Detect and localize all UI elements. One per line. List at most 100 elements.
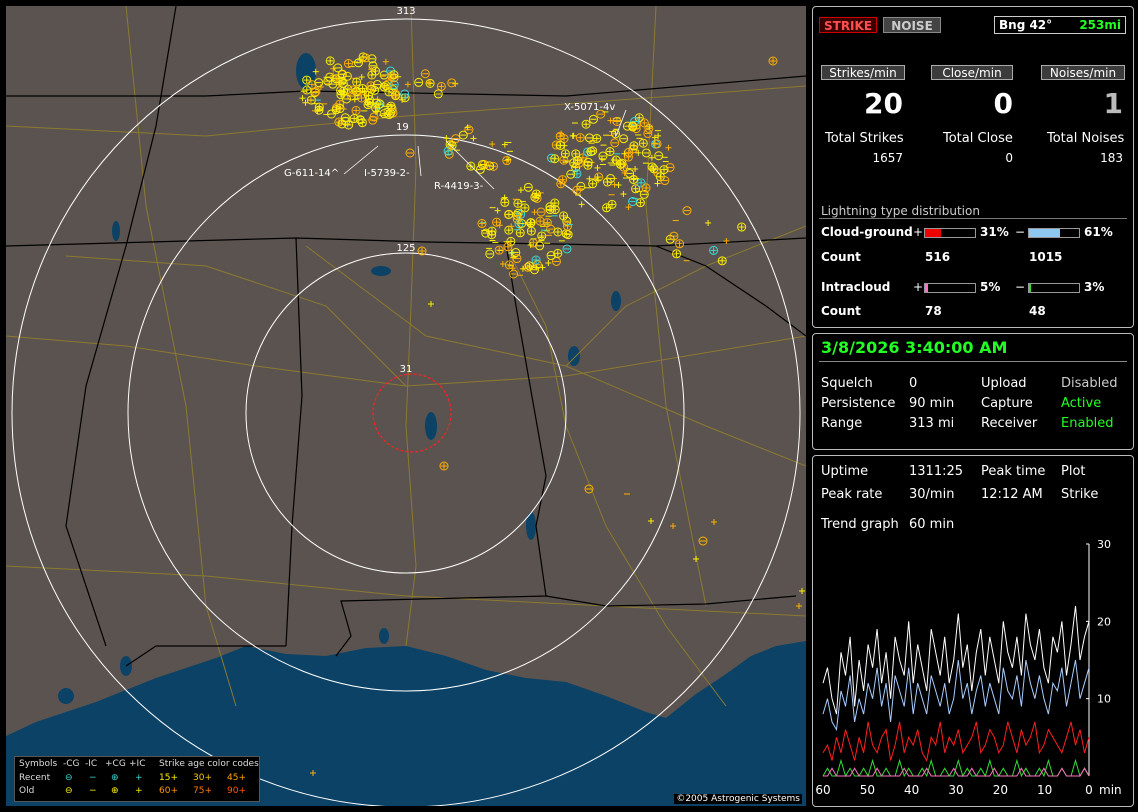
strike-marker — [404, 81, 411, 88]
strike-marker — [326, 109, 336, 119]
strike-marker — [652, 139, 662, 149]
strike-marker — [545, 259, 552, 266]
persistence-value[interactable]: 90 min — [909, 396, 955, 411]
strike-marker — [629, 141, 639, 151]
strike-marker — [641, 183, 651, 193]
trend-y-tick: 10 — [1097, 693, 1111, 706]
receiver-value[interactable]: Enabled — [1061, 416, 1114, 431]
close-per-min-header: Close/min — [931, 65, 1013, 80]
strike-marker — [536, 207, 546, 217]
strike-marker — [425, 79, 432, 86]
strike-marker — [388, 85, 398, 95]
strike-marker — [443, 146, 453, 156]
strike-marker — [357, 118, 367, 128]
strike-legend: Symbols -CG -IC +CG +IC Strike age color… — [14, 756, 260, 802]
strike-marker — [310, 88, 320, 98]
strike-marker — [625, 204, 632, 211]
strike-marker — [526, 218, 536, 228]
strike-marker — [628, 197, 638, 207]
strike-marker — [372, 80, 382, 90]
close-range-circle — [372, 373, 452, 453]
strike-marker — [513, 198, 523, 208]
strike-marker — [623, 152, 633, 162]
strike-marker — [550, 198, 560, 208]
total-close-label: Total Close — [943, 131, 1013, 146]
lakes — [58, 53, 756, 710]
strike-marker — [610, 117, 617, 124]
strike-marker — [615, 182, 622, 189]
strike-marker — [489, 141, 496, 148]
strike-marker — [400, 89, 410, 99]
strike-marker — [531, 255, 541, 265]
total-noises-value: 183 — [1100, 151, 1123, 165]
strike-marker — [515, 228, 525, 238]
squelch-value[interactable]: 0 — [909, 376, 918, 391]
strike-marker — [717, 256, 727, 266]
strike-marker — [382, 58, 389, 65]
map-canvas[interactable]: 313 125 31 G-611-14^ I-5739-2- R-4419-3-… — [6, 6, 806, 806]
age-45-label: 45+ — [227, 773, 246, 783]
age-60-label: 60+ — [159, 786, 178, 796]
age-30-label: 30+ — [193, 773, 212, 783]
trend-x-tick: 20 — [993, 783, 1008, 797]
strikes-per-min-header: Strikes/min — [821, 65, 905, 80]
strike-marker — [629, 174, 639, 184]
peak-rate-label: Peak rate — [821, 487, 883, 502]
strike-marker — [323, 76, 333, 86]
trend-graph-value[interactable]: 60 min — [909, 517, 955, 532]
strike-marker — [630, 117, 640, 127]
noise-mode-button[interactable]: NOISE — [883, 17, 941, 33]
strike-marker — [492, 217, 502, 227]
ic-minus-sign: − — [1015, 280, 1026, 294]
strike-marker — [631, 184, 641, 194]
lightning-map[interactable]: 313 125 31 G-611-14^ I-5739-2- R-4419-3-… — [6, 6, 806, 806]
strike-marker — [481, 228, 491, 238]
cg-minus-percent: 61% — [1084, 225, 1113, 239]
strike-marker — [428, 301, 434, 307]
capture-label: Capture — [981, 396, 1033, 411]
strike-marker — [638, 138, 648, 148]
strike-marker — [723, 238, 730, 245]
strike-marker — [672, 249, 682, 259]
recent-minus-ic-icon: − — [89, 773, 97, 783]
total-strikes-label: Total Strikes — [825, 131, 904, 146]
strike-marker — [535, 216, 545, 226]
trend-x-tick: 30 — [948, 783, 963, 797]
legend-recent-label: Recent — [19, 773, 51, 783]
strike-marker — [386, 101, 396, 111]
cloud-ground-label: Cloud-ground — [821, 225, 913, 239]
strike-marker — [349, 114, 359, 124]
strike-marker — [379, 109, 389, 119]
age-75-label: 75+ — [193, 786, 212, 796]
strike-marker — [602, 203, 612, 213]
range-value[interactable]: 313 mi — [909, 416, 955, 431]
strike-marker — [632, 166, 639, 173]
strike-marker — [546, 251, 556, 261]
plot-label: Plot — [1061, 464, 1086, 479]
strike-marker — [539, 264, 546, 271]
strike-marker — [330, 65, 337, 72]
strike-marker — [636, 178, 646, 188]
strike-marker — [314, 102, 324, 112]
trend-y-tick: 20 — [1097, 615, 1111, 628]
roads — [6, 6, 806, 707]
strike-marker — [307, 80, 317, 90]
strike-marker — [581, 119, 591, 129]
trend-graph-label: Trend graph — [821, 517, 899, 532]
strike-marker — [389, 70, 399, 80]
strike-marker — [420, 69, 430, 79]
strike-marker — [310, 770, 316, 776]
trend-graph: 30 20 10 60 50 40 30 20 10 0 min — [815, 538, 1121, 797]
strike-marker — [649, 164, 659, 174]
strike-marker — [351, 96, 358, 103]
strike-mode-button[interactable]: STRIKE — [819, 17, 877, 33]
capture-value[interactable]: Active — [1061, 396, 1102, 411]
recent-minus-cg-icon: ⊖ — [65, 773, 73, 783]
plot-value[interactable]: Strike — [1061, 487, 1099, 502]
strike-marker — [447, 78, 457, 88]
upload-value[interactable]: Disabled — [1061, 376, 1118, 391]
strike-marker — [508, 223, 515, 230]
strike-marker — [509, 269, 519, 279]
station-label-19: 19 — [396, 122, 409, 133]
trend-series-line — [822, 605, 1090, 715]
